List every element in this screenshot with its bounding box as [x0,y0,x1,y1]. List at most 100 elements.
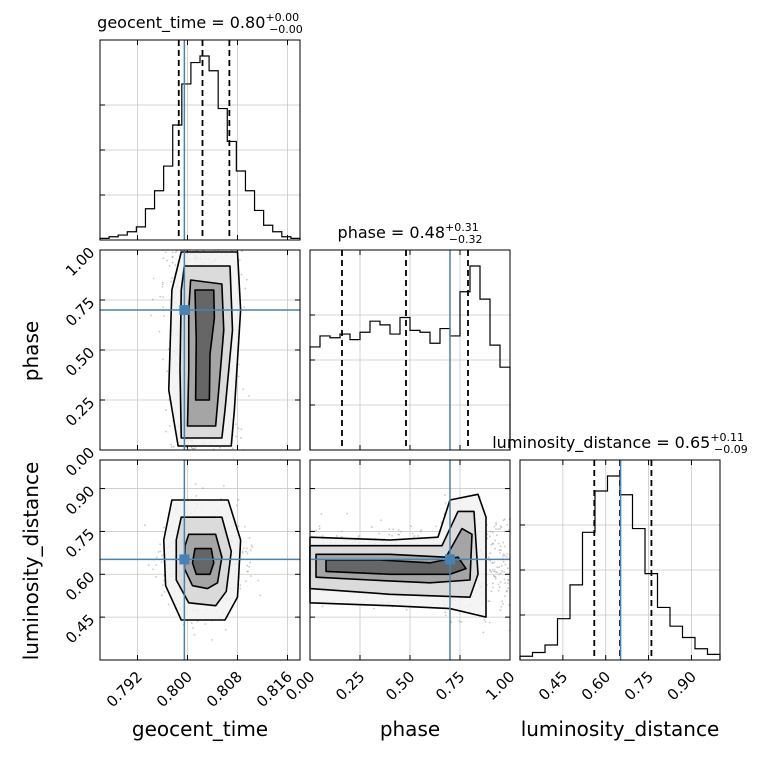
sample-point [493,570,496,573]
sample-point [241,250,244,253]
sample-point [370,526,373,528]
sample-point [239,587,242,590]
sample-point [159,543,162,546]
sample-point [495,528,497,531]
title-upper-error: +0.11 [710,431,744,444]
sample-point [171,255,174,258]
sample-point [244,580,247,583]
sample-point [235,504,238,507]
sample-point [450,621,453,624]
sample-point [163,315,165,317]
sample-point [494,547,496,550]
sample-point [163,526,165,529]
sample-point [487,556,490,559]
sample-point [250,575,252,577]
contour-level [191,547,215,576]
sample-point [460,621,463,623]
sample-point [237,375,240,378]
sample-point [492,574,495,577]
panel-title-geocent-time: geocent_time = 0.80+0.00 −0.00 [97,11,303,36]
title-lower-error: −0.00 [269,23,303,36]
panel-frame [519,459,721,661]
scatter-panel-geocent-time-vs-phase [99,249,301,451]
sample-point [161,281,164,284]
sample-point [502,602,504,605]
y-tick-label-luminosity-distance: 0.75 [62,525,98,561]
sample-point [500,565,503,567]
sample-point [241,550,244,553]
sample-point [490,571,493,573]
histogram-steps [309,265,511,450]
histogram-steps [99,55,301,240]
sample-point [489,552,492,555]
sample-point [506,553,509,555]
sample-point [493,525,496,528]
sample-point [155,575,158,578]
sample-point [495,521,498,524]
sample-point [388,533,391,536]
y-axis-label-luminosity-distance: luminosity_distance [19,462,43,661]
sample-point [171,251,174,254]
title-main: geocent_time = 0.80 [97,13,265,33]
sample-point [174,264,177,267]
sample-point [499,609,502,611]
sample-point [500,549,502,552]
sample-point [491,582,494,585]
sample-point [242,547,245,550]
sample-point [491,569,494,571]
sample-point [172,445,175,448]
panel-frame [99,249,301,451]
sample-point [242,388,245,391]
x-tick-label-luminosity-distance: 0.90 [664,668,700,704]
sample-point [248,536,251,539]
sample-point [491,586,494,589]
sample-point [193,633,196,636]
sample-point [168,398,170,401]
y-tick-label-phase: 1.00 [62,244,98,280]
x-tick-label-geocent-time: 0.800 [153,668,196,711]
sample-point [503,530,506,533]
sample-point [321,535,324,537]
sample-point [499,572,502,575]
sample-point [484,620,487,623]
sample-point [249,561,252,564]
sample-point [246,570,249,573]
x-tick-label-geocent-time: 0.792 [103,668,146,711]
sample-point [152,277,155,280]
title-upper-error: +0.00 [265,11,299,24]
sample-point [346,512,349,515]
sample-point [163,590,166,593]
x-tick-label-luminosity-distance: 0.75 [621,668,657,704]
sample-point [259,594,262,597]
sample-point [501,555,504,558]
sample-point [502,519,505,522]
sample-point [167,603,170,606]
x-tick-label-phase: 0.50 [382,668,418,704]
sample-point [496,566,499,569]
x-tick-label-phase: 1.00 [482,668,518,704]
sample-point [488,535,491,538]
sample-point [166,259,169,262]
sample-point [506,589,508,592]
title-lower-error: −0.09 [714,443,748,456]
sample-point [492,542,495,545]
sample-point [358,535,360,537]
sample-point [502,553,505,556]
sample-point [490,590,493,593]
sample-point [444,611,447,614]
sample-point [499,527,501,530]
sample-point [168,265,171,267]
sample-point [158,330,161,333]
sample-point [164,251,167,254]
sample-point [499,581,502,584]
sample-point [504,582,507,585]
sample-point [399,530,402,533]
sample-point [161,584,164,587]
sample-point [501,600,504,603]
sample-point [170,443,172,446]
x-axis-label-phase: phase [380,717,440,741]
sample-point [147,564,150,567]
scatter-panel-phase-vs-luminosity-distance [309,459,511,661]
sample-point [501,569,503,572]
sample-point [500,605,503,608]
